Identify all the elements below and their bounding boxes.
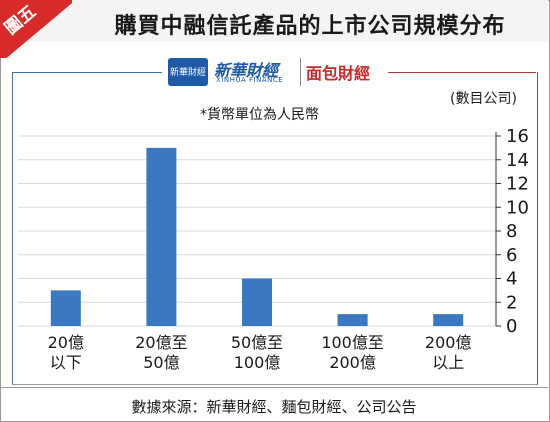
y-tick-label: 14 <box>506 150 529 171</box>
x-tick-label: 以下 <box>50 353 82 372</box>
x-tick-label: 100億至 <box>321 333 384 352</box>
y-tick-label: 6 <box>506 245 517 266</box>
logo-separator <box>300 58 301 86</box>
header-band <box>0 0 548 42</box>
x-tick-label: 以上 <box>432 353 464 372</box>
y-axis-unit: (數目公司) <box>450 91 517 107</box>
x-tick-label: 50億 <box>143 353 179 372</box>
x-tick-label: 200億 <box>329 353 376 372</box>
xinhua-app-icon-label: 新華財經 <box>169 68 206 78</box>
y-tick-label: 12 <box>506 174 529 195</box>
y-tick-label: 16 <box>506 126 529 147</box>
bar <box>146 147 177 326</box>
bar-chart: 024681012141620億以下20億至50億50億至100億100億至20… <box>18 126 529 372</box>
y-tick-label: 10 <box>506 197 529 218</box>
xinhua-finance-logo: 新華財經 <box>214 61 279 80</box>
data-source: 數據來源：新華財經、麵包財經、公司公告 <box>131 398 417 416</box>
chart-box <box>12 72 538 385</box>
logo-rule-right <box>388 72 536 73</box>
x-tick-label: 200億 <box>425 333 472 352</box>
x-tick-label: 20億 <box>48 333 84 352</box>
y-tick-label: 0 <box>506 316 517 337</box>
logo-row: 新華財經 新華財經 XINHUA FINANCE 面包財經 <box>0 56 548 90</box>
bar <box>337 314 368 326</box>
bar <box>50 290 81 326</box>
y-tick-label: 2 <box>506 292 517 313</box>
xinhua-app-icon: 新華財經 <box>168 58 208 86</box>
logo-rule-left <box>12 72 162 73</box>
x-tick-label: 50億至 <box>231 333 283 352</box>
x-tick-label: 100億 <box>234 353 281 372</box>
y-tick-label: 8 <box>506 221 517 242</box>
x-tick-label: 20億至 <box>135 333 187 352</box>
xinhua-finance-logo-sub: XINHUA FINANCE <box>216 76 284 84</box>
chart-title: 購買中融信託產品的上市公司規模分布 <box>114 14 506 39</box>
bar <box>242 278 272 326</box>
y-tick-label: 4 <box>506 269 517 290</box>
mianbao-logo: 面包財經 <box>306 64 371 83</box>
currency-note: *貨幣單位為人民幣 <box>200 107 319 123</box>
source-divider <box>0 387 548 388</box>
bar <box>433 314 464 326</box>
